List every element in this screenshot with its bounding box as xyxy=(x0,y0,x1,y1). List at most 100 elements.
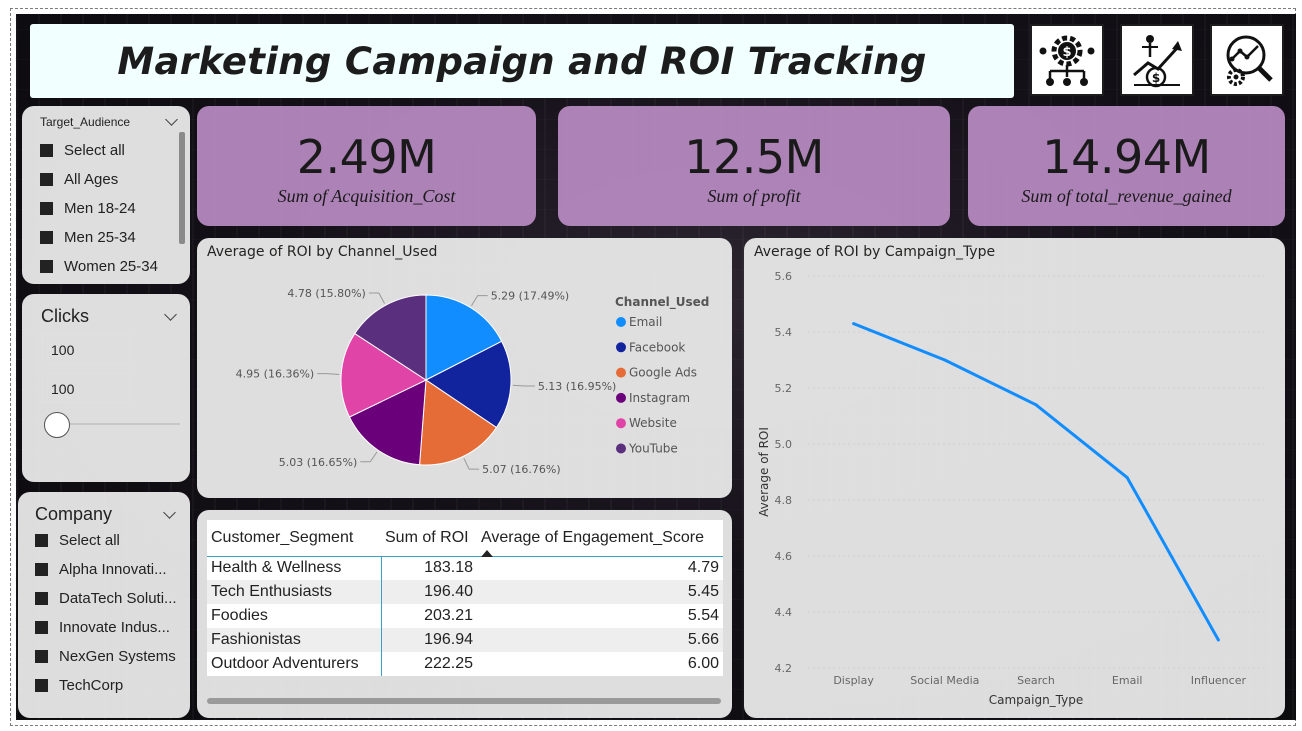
column-header-sum-roi[interactable]: Sum of ROI xyxy=(381,520,477,557)
pie-chart-title: Average of ROI by Channel_Used xyxy=(207,244,438,260)
x-tick-label: Email xyxy=(1112,674,1143,687)
pie-data-label: 5.03 (16.65%) xyxy=(279,456,358,469)
table-header-row: Customer_Segment Sum of ROI Average of E… xyxy=(207,520,723,557)
checkbox[interactable] xyxy=(40,173,53,186)
kpi-profit-card[interactable]: 12.5M Sum of profit xyxy=(558,106,950,226)
checkbox[interactable] xyxy=(35,679,48,692)
slicer-item-women-25-34[interactable]: Women 25-34 xyxy=(40,252,158,281)
x-tick-label: Influencer xyxy=(1191,674,1247,687)
pie-leader-line xyxy=(317,373,340,375)
legend-marker-email xyxy=(616,317,626,327)
x-tick-label: Search xyxy=(1017,674,1055,687)
checkbox[interactable] xyxy=(40,231,53,244)
roi-line-series xyxy=(853,322,1220,641)
pie-leader-line xyxy=(368,292,386,304)
table-row[interactable]: Fashionistas 196.94 5.66 xyxy=(207,628,723,652)
legend-label-website: Website xyxy=(629,416,677,430)
growth-investment-icon: $ xyxy=(1120,24,1194,96)
pie-slice-youtube xyxy=(354,294,427,381)
pie-data-label: 4.95 (16.36%) xyxy=(236,368,315,381)
chevron-down-icon[interactable] xyxy=(164,307,177,321)
kpi-label: Sum of profit xyxy=(707,186,801,206)
column-header-avg-engagement[interactable]: Average of Engagement_Score xyxy=(477,520,723,557)
pie-leader-line xyxy=(360,451,378,463)
legend-marker-facebook xyxy=(616,342,626,353)
pie-slice-email xyxy=(425,294,503,381)
scrollbar[interactable] xyxy=(179,132,185,244)
slicer-item-alpha-innovations[interactable]: Alpha Innovati... xyxy=(35,555,177,584)
line-chart: 5.6 5.4 5.2 5.0 4.8 4.6 4.4 4.2 Display Social Me… xyxy=(757,270,1264,707)
legend-marker-website xyxy=(616,418,626,429)
clicks-max-input[interactable]: 100 xyxy=(42,373,130,403)
y-tick-label: 5.2 xyxy=(775,382,793,395)
pie-slice-facebook xyxy=(425,340,512,429)
horizontal-scrollbar[interactable] xyxy=(207,698,721,704)
y-tick-label: 5.4 xyxy=(775,326,793,339)
gear-dollar-network-icon: $ xyxy=(1030,24,1104,96)
company-slicer-header: Company xyxy=(35,504,113,524)
slicer-item-techcorp[interactable]: TechCorp xyxy=(35,671,177,700)
pie-chart-card[interactable]: Average of ROI by Channel_Used 5.29 (17.… xyxy=(197,238,732,498)
slicer-item-men-25-34[interactable]: Men 25-34 xyxy=(40,223,158,252)
pie-data-label: 5.29 (17.49%) xyxy=(491,290,570,303)
segment-table: Customer_Segment Sum of ROI Average of E… xyxy=(207,520,723,676)
table-row[interactable]: Outdoor Adventurers 222.25 6.00 xyxy=(207,652,723,676)
checkbox[interactable] xyxy=(35,650,48,663)
target-audience-slicer-header: Target_Audience xyxy=(40,115,131,129)
pie-slice-google-ads xyxy=(419,379,498,466)
kpi-value: 14.94M xyxy=(1042,130,1211,184)
legend-marker-youtube xyxy=(616,443,626,454)
kpi-total-revenue-card[interactable]: 14.94M Sum of total_revenue_gained xyxy=(968,106,1285,226)
line-point-display xyxy=(852,322,856,326)
table-row[interactable]: Health & Wellness 183.18 4.79 xyxy=(207,556,723,580)
table-row[interactable]: Foodies 203.21 5.54 xyxy=(207,604,723,628)
slicer-item-all-ages[interactable]: All Ages xyxy=(40,165,158,194)
segment-table-card[interactable]: Customer_Segment Sum of ROI Average of E… xyxy=(197,510,732,718)
pie-leader-line xyxy=(471,295,488,307)
line-point-search xyxy=(1034,403,1038,407)
page-title: Marketing Campaign and ROI Tracking xyxy=(117,39,927,83)
column-header-customer-segment[interactable]: Customer_Segment xyxy=(207,520,381,557)
line-chart-card[interactable]: Average of ROI by Campaign_Type 5.6 5.4 5.… xyxy=(744,238,1285,718)
checkbox[interactable] xyxy=(35,563,48,576)
legend-marker-google-ads xyxy=(616,367,626,378)
slicer-item-men-18-24[interactable]: Men 18-24 xyxy=(40,194,158,223)
line-chart-title: Average of ROI by Campaign_Type xyxy=(754,244,996,260)
slicer-item-select-all[interactable]: Select all xyxy=(40,136,158,165)
pie-chart: 5.29 (17.49%) 5.13 (16.95%) 5.07 (16.76%) 5… xyxy=(236,287,710,476)
checkbox[interactable] xyxy=(35,592,48,605)
clicks-min-input[interactable]: 100 xyxy=(42,334,130,364)
table-row[interactable]: Tech Enthusiasts 196.40 5.45 xyxy=(207,580,723,604)
clicks-slider-track[interactable] xyxy=(62,423,180,425)
slicer-item-nexgen-systems[interactable]: NexGen Systems xyxy=(35,642,177,671)
legend-label-youtube: YouTube xyxy=(628,442,678,456)
slicer-item-datatech-solutions[interactable]: DataTech Soluti... xyxy=(35,584,177,613)
kpi-label: Sum of total_revenue_gained xyxy=(1021,186,1232,206)
report-canvas: Marketing Campaign and ROI Tracking $ $ xyxy=(16,14,1296,720)
pie-data-label: 5.13 (16.95%) xyxy=(538,380,617,393)
svg-text:$: $ xyxy=(1152,71,1160,85)
y-tick-label: 4.2 xyxy=(775,662,793,675)
slicer-item-select-all[interactable]: Select all xyxy=(35,526,177,555)
checkbox[interactable] xyxy=(35,534,48,547)
pie-data-label: 5.07 (16.76%) xyxy=(482,463,561,476)
pie-slice-website xyxy=(340,332,428,418)
line-point-social-media xyxy=(943,358,947,362)
checkbox[interactable] xyxy=(40,202,53,215)
pie-legend-title: Channel_Used xyxy=(615,295,709,310)
chevron-down-icon[interactable] xyxy=(163,505,176,519)
slicer-item-innovate-industries[interactable]: Innovate Indus... xyxy=(35,613,177,642)
clicks-slider-handle[interactable] xyxy=(44,412,70,438)
kpi-acquisition-cost-card[interactable]: 2.49M Sum of Acquisition_Cost xyxy=(197,106,536,226)
y-tick-label: 4.8 xyxy=(775,494,793,507)
checkbox[interactable] xyxy=(40,260,53,273)
legend-label-facebook: Facebook xyxy=(629,340,685,354)
kpi-label: Sum of Acquisition_Cost xyxy=(277,186,456,206)
pie-leader-line xyxy=(512,384,535,387)
checkbox[interactable] xyxy=(40,144,53,157)
checkbox[interactable] xyxy=(35,621,48,634)
pie-leader-line xyxy=(463,458,480,470)
line-point-influencer xyxy=(1216,638,1220,642)
svg-text:$: $ xyxy=(1062,45,1071,60)
chevron-down-icon[interactable] xyxy=(165,113,178,126)
